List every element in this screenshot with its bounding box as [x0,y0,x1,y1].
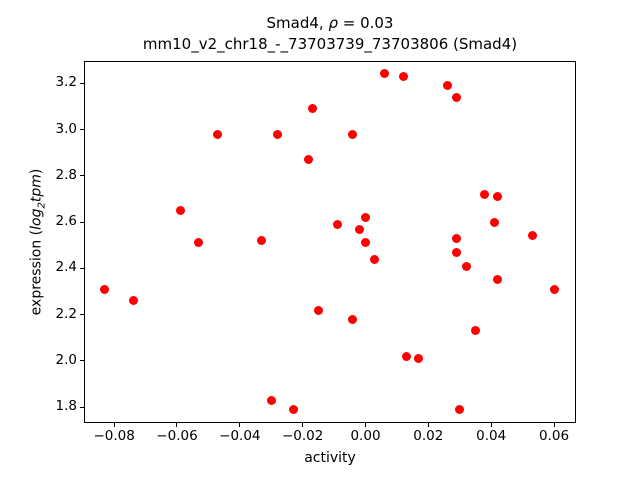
y-tick-label: 3.2 [55,74,77,91]
data-point [307,104,317,114]
data-point [470,326,480,336]
data-point [492,192,502,202]
data-point [527,231,537,241]
ylabel-suffix: ) [28,168,45,175]
data-point [128,296,138,306]
data-point [442,81,452,91]
y-tick-label: 1.8 [55,398,77,415]
data-point [452,247,462,257]
ylabel-subscript: 2 [36,202,48,209]
data-point [492,275,502,285]
x-tick-mark [176,423,178,427]
x-tick-label: −0.08 [93,428,135,444]
ylabel-log: log [28,208,45,230]
y-tick-mark [80,360,84,362]
title-prefix: Smad4, [266,14,329,32]
plot-area [84,61,576,423]
x-tick-label: 0.02 [413,428,444,444]
x-tick-label: 0.04 [476,428,507,444]
data-point [213,129,223,139]
y-tick-label: 2.6 [55,213,77,230]
y-tick-mark [80,406,84,408]
data-point [455,405,465,415]
data-point [354,224,364,234]
ylabel-var: tpm [28,174,45,203]
data-point [348,314,358,324]
y-tick-label: 2.2 [55,305,77,322]
y-tick-mark [80,267,84,269]
data-point [452,233,462,243]
data-point [549,284,559,294]
data-point [414,354,424,364]
data-point [480,189,490,199]
data-point [489,217,499,227]
x-tick-mark [365,423,366,427]
x-tick-mark [239,423,241,427]
title-suffix: = 0.03 [337,14,394,32]
data-point [273,129,283,139]
y-axis-label: expression (log2tpm) [29,169,48,316]
x-tick-mark [427,423,429,427]
y-tick-label: 2.4 [55,259,77,276]
chart-subtitle: mm10_v2_chr18_-_73703739_73703806 (Smad4… [142,35,518,53]
x-tick-label: 0.00 [350,428,381,444]
data-point [361,212,370,222]
data-point [257,236,267,246]
x-tick-label: −0.04 [219,428,261,444]
data-point [304,155,314,165]
y-tick-mark [80,314,84,316]
y-tick-mark [80,221,84,223]
data-point [370,254,380,264]
data-point [379,69,389,79]
x-tick-mark [490,423,492,427]
y-tick-label: 2.8 [55,166,77,183]
x-axis-label: activity [304,450,356,466]
data-point [361,238,370,248]
y-tick-label: 2.0 [55,351,77,368]
data-point [313,305,323,315]
x-tick-mark [553,423,555,427]
title-rho-symbol: ρ [328,14,338,32]
data-point [398,71,408,81]
data-point [332,219,342,229]
data-point [461,261,471,271]
x-tick-label: 0.06 [538,428,570,444]
data-point [100,284,110,294]
data-point [175,206,185,216]
chart-title: Smad4, ρ = 0.03 [84,13,576,34]
data-point [348,129,358,139]
y-tick-mark [80,175,84,177]
x-tick-mark [113,423,115,427]
data-point [266,395,276,405]
data-point [401,351,411,361]
ylabel-prefix: expression ( [28,229,45,316]
chart-title-block: Smad4, ρ = 0.03 mm10_v2_chr18_-_73703739… [84,13,576,55]
data-point [452,92,462,102]
data-point [288,405,298,415]
y-tick-label: 3.0 [55,120,77,137]
x-tick-label: −0.06 [156,428,198,444]
y-tick-mark [80,129,84,130]
x-tick-mark [302,423,304,427]
data-point [194,238,204,248]
x-tick-label: −0.02 [281,428,324,444]
y-tick-mark [80,82,84,84]
